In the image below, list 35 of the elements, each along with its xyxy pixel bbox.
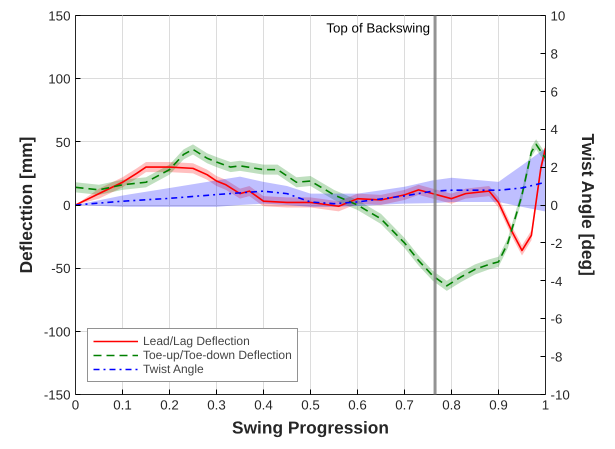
y2-tick-label: -4 bbox=[550, 274, 563, 289]
x-tick-label: 0.2 bbox=[160, 398, 179, 412]
y-tick-label: 0 bbox=[63, 198, 71, 213]
y2-tick-label: 8 bbox=[550, 46, 558, 62]
y2-tick-label: 2 bbox=[550, 160, 558, 176]
legend-label: Toe-up/Toe-down Deflection bbox=[143, 348, 292, 362]
y-tick-label: 50 bbox=[56, 134, 71, 150]
y2-tick-label: -8 bbox=[550, 350, 562, 365]
x-tick-label: 0.9 bbox=[489, 398, 508, 412]
x-tick-label: 1 bbox=[542, 398, 550, 412]
y2-tick-label: -2 bbox=[550, 236, 562, 251]
y-tick-label: -150 bbox=[44, 388, 71, 402]
x-tick-label: 0.1 bbox=[113, 398, 132, 412]
x-tick-label: 0.7 bbox=[395, 398, 414, 412]
ref-line-label: Top of Backswing bbox=[326, 20, 430, 36]
y2-tick-label: -6 bbox=[550, 312, 562, 327]
y2-tick-label: 10 bbox=[550, 8, 566, 24]
legend-label: Twist Angle bbox=[143, 362, 204, 376]
x-tick-label: 0.5 bbox=[301, 398, 320, 412]
y-tick-label: 150 bbox=[48, 8, 71, 24]
x-tick-label: 0.4 bbox=[254, 398, 274, 412]
y-axis-title: Deflecttion [mm] bbox=[16, 136, 36, 274]
legend-label: Lead/Lag Deflection bbox=[143, 334, 250, 348]
x-tick-label: 0.3 bbox=[207, 398, 226, 412]
y2-tick-label: 4 bbox=[550, 122, 558, 138]
y-tick-label: -50 bbox=[51, 261, 70, 276]
y2-tick-label: 6 bbox=[550, 84, 558, 100]
x-axis-title: Swing Progression bbox=[232, 418, 389, 438]
y2-tick-label: -10 bbox=[550, 388, 570, 402]
x-tick-label: 0.8 bbox=[442, 398, 461, 412]
y2-axis-title: Twist Angle [deg] bbox=[578, 133, 598, 276]
x-tick-label: 0.6 bbox=[348, 398, 367, 412]
y2-tick-label: 0 bbox=[550, 198, 558, 213]
y-tick-label: -100 bbox=[44, 324, 71, 340]
y-tick-label: 100 bbox=[48, 72, 71, 87]
